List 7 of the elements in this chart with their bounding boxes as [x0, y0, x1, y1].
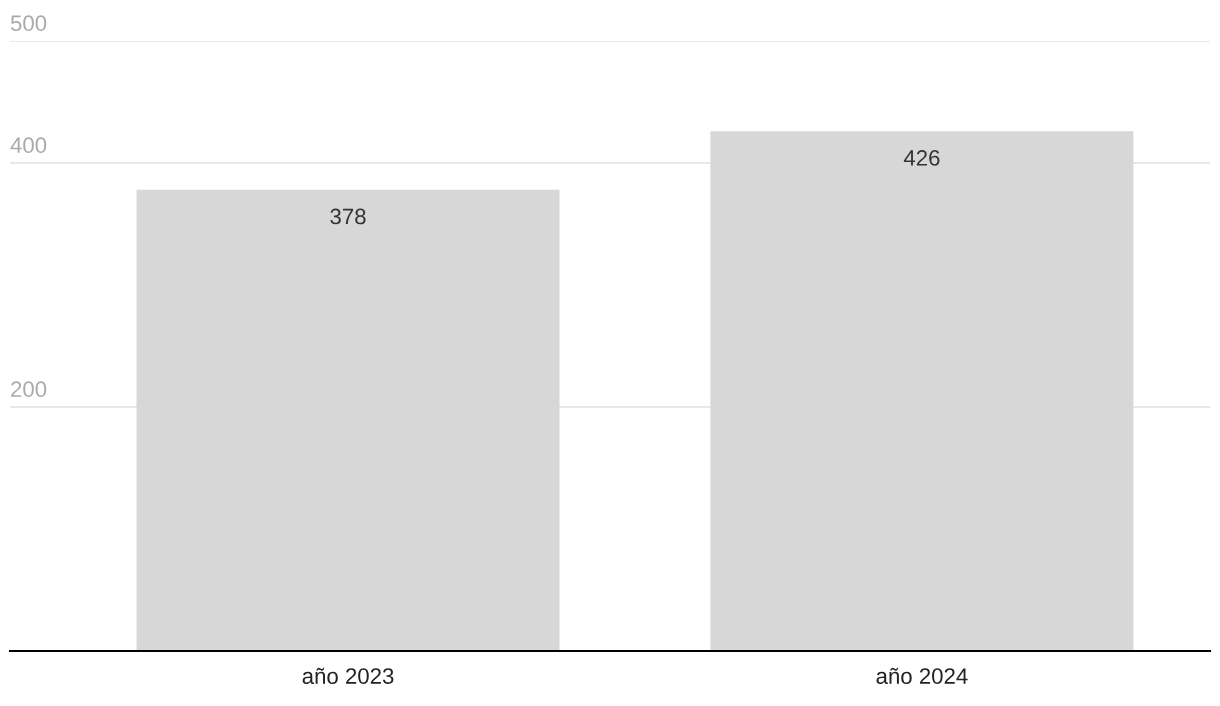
data-label: 426 — [903, 150, 940, 166]
x-tick-label: año 2023 — [302, 667, 394, 684]
y-tick-label: 500 — [10, 15, 47, 32]
x-tick-label: año 2024 — [876, 667, 968, 684]
y-tick-label: 400 — [10, 137, 47, 154]
y-tick-label: 200 — [11, 381, 47, 398]
data-label: 378 — [330, 208, 366, 225]
